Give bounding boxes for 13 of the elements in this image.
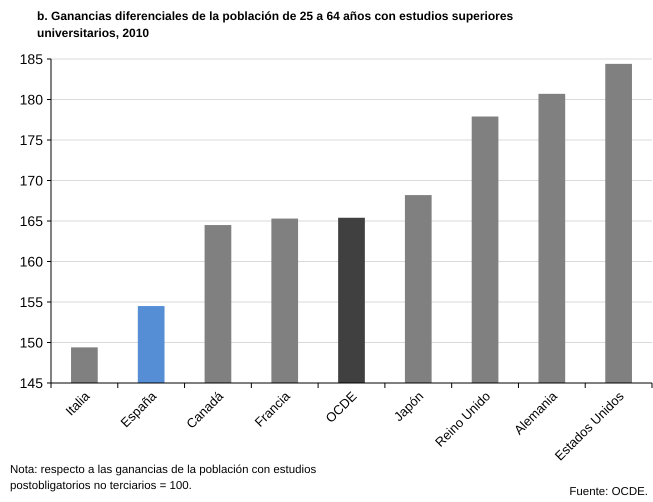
y-tick-label: 145: [20, 374, 44, 391]
y-tick-label: 170: [20, 172, 44, 188]
y-tick-label: 185: [20, 50, 44, 67]
y-tick-label: 180: [20, 91, 44, 108]
x-tick-label: Italia: [62, 388, 94, 419]
y-tick-label: 155: [20, 294, 44, 310]
y-tick-label: 150: [20, 334, 44, 350]
text: Nota: respecto a las ganancias de la población con estudios postobligatorios no terciarios = 100.: [10, 464, 316, 492]
source-note: Fuente: OCDE.: [569, 486, 648, 498]
y-tick-label: 165: [20, 212, 44, 229]
chart-title: b. Ganancias diferenciales de la población de 25 a 64 años con estudios superiores universitarios, 2010: [37, 9, 514, 40]
y-tick-label: 160: [20, 253, 44, 270]
y-tick-label: 175: [20, 132, 44, 148]
